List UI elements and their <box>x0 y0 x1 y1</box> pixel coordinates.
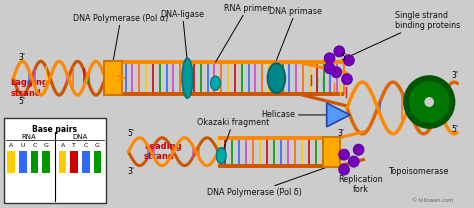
Circle shape <box>324 63 335 74</box>
Circle shape <box>339 164 349 175</box>
Circle shape <box>421 94 437 110</box>
Text: 5': 5' <box>128 129 135 138</box>
Text: 3': 3' <box>128 167 135 176</box>
Text: 5': 5' <box>341 53 347 62</box>
Text: 5': 5' <box>18 97 26 105</box>
Circle shape <box>344 55 354 66</box>
Text: G: G <box>44 143 49 148</box>
Bar <box>93 151 101 173</box>
Circle shape <box>334 46 345 57</box>
Bar <box>323 137 340 167</box>
Text: Base pairs: Base pairs <box>32 125 77 134</box>
Bar <box>19 151 27 173</box>
Text: Single strand
binding proteins: Single strand binding proteins <box>345 11 461 58</box>
Circle shape <box>425 98 433 106</box>
Circle shape <box>348 156 359 167</box>
Ellipse shape <box>182 58 193 98</box>
Ellipse shape <box>210 76 220 90</box>
Text: 3': 3' <box>337 129 345 138</box>
Circle shape <box>331 67 342 78</box>
Text: C: C <box>32 143 37 148</box>
Bar <box>8 151 15 173</box>
Circle shape <box>424 97 434 107</box>
Circle shape <box>339 149 349 160</box>
Text: G: G <box>95 143 100 148</box>
Bar <box>59 151 66 173</box>
Text: T: T <box>72 143 76 148</box>
Text: A: A <box>61 143 65 148</box>
Text: RNA: RNA <box>22 134 36 140</box>
Text: DNA-ligase: DNA-ligase <box>161 10 205 62</box>
Bar <box>104 61 122 95</box>
Bar <box>42 151 50 173</box>
Text: Replication
fork: Replication fork <box>338 175 383 194</box>
Text: DNA Polymerase (Pol δ): DNA Polymerase (Pol δ) <box>207 166 331 197</box>
Bar <box>31 151 38 173</box>
Circle shape <box>403 75 456 129</box>
Ellipse shape <box>217 148 226 164</box>
Text: © killowen.com: © killowen.com <box>412 198 454 203</box>
Polygon shape <box>327 103 350 127</box>
Text: Topoisomerase: Topoisomerase <box>388 167 448 176</box>
Text: DNA primase: DNA primase <box>269 7 322 60</box>
Bar <box>82 151 90 173</box>
Text: U: U <box>21 143 25 148</box>
Text: RNA primer: RNA primer <box>216 4 271 62</box>
Text: Lagging
strand: Lagging strand <box>10 78 48 98</box>
Circle shape <box>409 81 449 123</box>
Text: Okazaki fragment: Okazaki fragment <box>197 118 269 156</box>
Circle shape <box>353 144 364 155</box>
Ellipse shape <box>268 63 285 93</box>
Text: A: A <box>9 143 13 148</box>
Text: Helicase: Helicase <box>262 110 329 119</box>
Circle shape <box>324 53 335 64</box>
Circle shape <box>416 88 443 116</box>
Circle shape <box>342 74 352 85</box>
Text: 3': 3' <box>452 71 459 80</box>
Text: Leading
strand: Leading strand <box>144 142 182 161</box>
Text: 5': 5' <box>452 125 459 134</box>
Text: DNA Polymerase (Pol α): DNA Polymerase (Pol α) <box>73 14 168 62</box>
Text: DNA: DNA <box>73 134 88 140</box>
Bar <box>70 151 78 173</box>
Text: C: C <box>83 143 88 148</box>
Text: 3': 3' <box>18 53 26 62</box>
Bar <box>4 118 106 203</box>
